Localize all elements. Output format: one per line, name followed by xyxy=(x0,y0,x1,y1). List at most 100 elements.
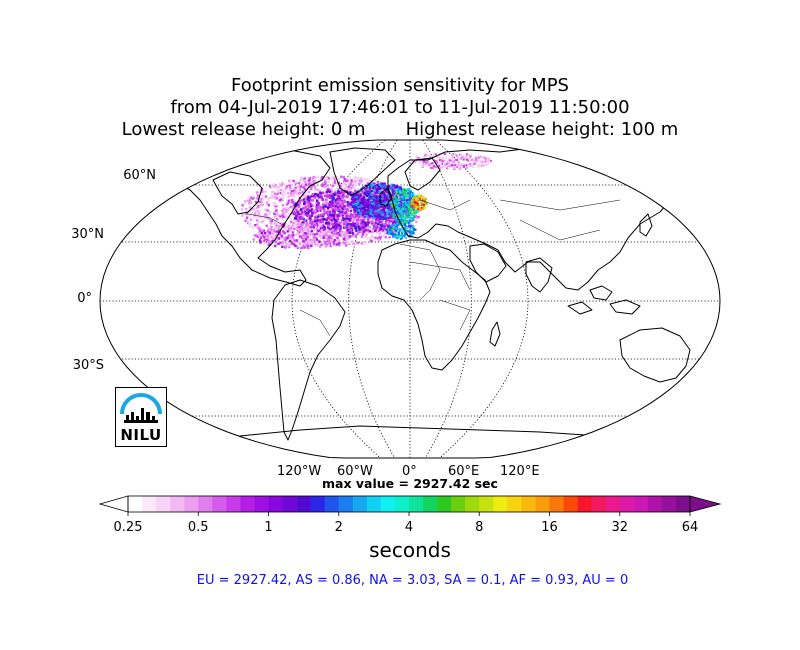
sensitivity-cell xyxy=(331,182,335,185)
sensitivity-cell xyxy=(298,193,301,196)
sensitivity-cell xyxy=(268,212,271,215)
sensitivity-cell xyxy=(268,196,272,200)
sensitivity-cell xyxy=(352,191,355,195)
sensitivity-cell xyxy=(342,212,345,216)
sensitivity-cell xyxy=(427,154,430,157)
sensitivity-cell xyxy=(362,196,366,199)
sensitivity-cell xyxy=(271,230,274,234)
coastline-path xyxy=(404,157,441,191)
sensitivity-cell xyxy=(372,183,376,187)
sensitivity-cell xyxy=(379,226,383,229)
sensitivity-cell xyxy=(408,229,412,232)
sensitivity-cell xyxy=(372,187,375,190)
sensitivity-cell xyxy=(364,188,367,191)
sensitivity-cell xyxy=(253,234,256,237)
sensitivity-cell xyxy=(381,234,384,238)
sensitivity-cell xyxy=(261,234,265,237)
sensitivity-cell xyxy=(265,224,268,227)
sensitivity-cell xyxy=(300,199,304,202)
sensitivity-cell xyxy=(413,204,416,207)
sensitivity-cell xyxy=(315,225,318,229)
sensitivity-cell xyxy=(382,227,385,230)
sensitivity-cell xyxy=(341,225,344,228)
sensitivity-cell xyxy=(326,194,329,197)
colorbar-tick-label: 16 xyxy=(541,520,558,535)
sensitivity-cell xyxy=(459,157,462,160)
sensitivity-cell xyxy=(370,240,373,243)
sensitivity-cell xyxy=(336,187,340,191)
sensitivity-cell xyxy=(341,235,344,238)
sensitivity-cell xyxy=(355,196,359,199)
sensitivity-cell xyxy=(391,225,394,228)
sensitivity-cell xyxy=(381,201,384,204)
sensitivity-cell xyxy=(471,165,474,168)
sensitivity-cell xyxy=(358,182,361,186)
sensitivity-cell xyxy=(345,215,348,218)
sensitivity-cell xyxy=(273,192,277,195)
sensitivity-cell xyxy=(363,217,366,220)
sensitivity-cell xyxy=(423,202,426,205)
sensitivity-cell xyxy=(244,213,247,216)
sensitivity-cell xyxy=(297,231,301,234)
sensitivity-cell xyxy=(261,194,264,197)
sensitivity-cell xyxy=(289,244,292,247)
sensitivity-cell xyxy=(315,224,318,227)
sensitivity-cell xyxy=(404,208,407,211)
sensitivity-cell xyxy=(281,242,284,246)
sensitivity-cell xyxy=(381,199,384,203)
sensitivity-cell xyxy=(349,201,352,204)
sensitivity-cell xyxy=(267,227,270,230)
sensitivity-cell xyxy=(353,224,356,227)
sensitivity-cell xyxy=(452,162,455,165)
sensitivity-cell xyxy=(308,203,312,206)
sensitivity-cell xyxy=(411,205,414,208)
sensitivity-cell xyxy=(299,221,302,224)
sensitivity-cell xyxy=(342,196,345,199)
sensitivity-cell xyxy=(398,236,401,239)
sensitivity-cell xyxy=(377,205,380,208)
sensitivity-cell xyxy=(245,212,249,215)
sensitivity-cell xyxy=(333,217,336,220)
sensitivity-cell xyxy=(378,183,382,186)
sensitivity-cell xyxy=(369,208,372,212)
sensitivity-cell xyxy=(479,155,482,158)
sensitivity-cell xyxy=(337,228,340,231)
sensitivity-cell xyxy=(314,211,317,215)
sensitivity-cell xyxy=(387,206,390,209)
sensitivity-cell xyxy=(417,197,420,200)
sensitivity-cell xyxy=(380,211,384,214)
sensitivity-cell xyxy=(327,226,330,229)
sensitivity-cell xyxy=(377,197,380,201)
sensitivity-cell xyxy=(486,160,489,163)
sensitivity-cell xyxy=(443,165,446,169)
sensitivity-cell xyxy=(288,184,291,187)
sensitivity-cell xyxy=(482,156,485,159)
sensitivity-cell xyxy=(385,194,388,198)
sensitivity-cell xyxy=(336,200,339,204)
sensitivity-cell xyxy=(418,207,422,210)
sensitivity-cell xyxy=(271,190,274,194)
sensitivity-cell xyxy=(409,228,412,231)
sensitivity-cell xyxy=(368,230,372,233)
sensitivity-cell xyxy=(264,236,267,239)
sensitivity-cell xyxy=(372,197,375,200)
sensitivity-cell xyxy=(273,233,276,237)
sensitivity-cell xyxy=(337,209,340,213)
coastline-path xyxy=(619,327,691,383)
sensitivity-cell xyxy=(482,161,485,164)
sensitivity-cell xyxy=(321,221,324,224)
sensitivity-cell xyxy=(308,214,311,217)
sensitivity-cell xyxy=(275,186,278,190)
sensitivity-cell xyxy=(310,243,313,246)
sensitivity-cell xyxy=(310,214,313,217)
sensitivity-cell xyxy=(382,192,386,195)
sensitivity-cell xyxy=(320,177,323,180)
sensitivity-cell xyxy=(289,229,292,232)
sensitivity-cell xyxy=(252,238,255,241)
sensitivity-cell xyxy=(294,186,297,190)
sensitivity-cell xyxy=(361,226,364,229)
sensitivity-cell xyxy=(302,225,306,228)
sensitivity-cell xyxy=(366,190,369,193)
sensitivity-cell xyxy=(321,191,325,194)
sensitivity-cell xyxy=(345,217,349,220)
